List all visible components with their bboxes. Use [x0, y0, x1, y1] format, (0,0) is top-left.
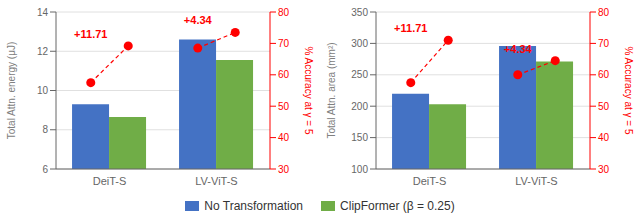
svg-text:6: 6	[42, 164, 48, 175]
svg-text:% Accuracy at γ = 5: % Accuracy at γ = 5	[623, 46, 632, 135]
svg-text:+11.71: +11.71	[74, 28, 107, 40]
svg-text:+11.71: +11.71	[394, 22, 427, 34]
svg-text:Total Attn. energy (μJ): Total Attn. energy (μJ)	[8, 42, 17, 139]
svg-text:150: 150	[351, 132, 368, 143]
svg-text:70: 70	[278, 38, 290, 49]
svg-text:DeiT-S: DeiT-S	[93, 175, 127, 187]
svg-text:350: 350	[351, 7, 368, 18]
svg-text:40: 40	[598, 132, 610, 143]
svg-text:14: 14	[37, 7, 49, 18]
svg-text:Total Attn. area (mm²): Total Attn. area (mm²)	[326, 42, 337, 138]
svg-text:40: 40	[278, 132, 290, 143]
html-text:No Transformation: No Transformation	[204, 199, 303, 213]
svg-text:% Accuracy at γ = 5: % Accuracy at γ = 5	[303, 46, 314, 135]
svg-text:250: 250	[351, 69, 368, 80]
svg-text:80: 80	[278, 7, 290, 18]
svg-text:60: 60	[278, 69, 290, 80]
svg-text:12: 12	[37, 46, 49, 57]
svg-text:300: 300	[351, 38, 368, 49]
svg-text:30: 30	[598, 164, 610, 175]
svg-text:LV-ViT-S: LV-ViT-S	[515, 175, 557, 187]
svg-text:8: 8	[42, 124, 48, 135]
svg-text:70: 70	[598, 38, 610, 49]
svg-text:50: 50	[598, 101, 610, 112]
svg-text:80: 80	[598, 7, 610, 18]
svg-text:100: 100	[351, 164, 368, 175]
svg-text:60: 60	[598, 69, 610, 80]
svg-text:200: 200	[351, 101, 368, 112]
svg-text:+4.34: +4.34	[504, 43, 533, 55]
svg-text:DeiT-S: DeiT-S	[413, 175, 447, 187]
svg-text:+4.34: +4.34	[184, 14, 213, 26]
svg-text:LV-ViT-S: LV-ViT-S	[195, 175, 237, 187]
svg-text:50: 50	[278, 101, 290, 112]
svg-text:30: 30	[278, 164, 290, 175]
svg-text:10: 10	[37, 85, 49, 96]
html-text:ClipFormer (β = 0.25): ClipFormer (β = 0.25)	[340, 199, 455, 213]
